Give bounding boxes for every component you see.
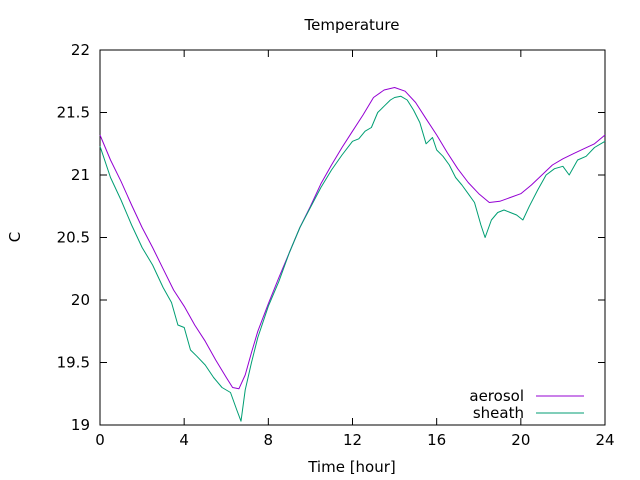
series-line-sheath [99, 95, 606, 422]
y-tick-label: 20.5 [57, 229, 90, 247]
y-tick-label: 19 [71, 416, 90, 434]
y-tick-label: 20 [71, 291, 90, 309]
series-lines [99, 87, 606, 422]
x-tick-label: 20 [511, 431, 530, 449]
y-tick-label: 21 [71, 166, 90, 184]
y-axis-label: C [6, 232, 24, 242]
y-tick-label: 21.5 [57, 104, 90, 122]
series-line-aerosol [99, 87, 606, 390]
x-axis-label: Time [hour] [307, 458, 396, 476]
x-tick-label: 16 [427, 431, 446, 449]
legend-label-sheath: sheath [473, 404, 524, 422]
chart-title: Temperature [303, 16, 399, 34]
plot-area-border [99, 49, 606, 426]
x-tick-label: 8 [264, 431, 274, 449]
x-tick-label: 12 [343, 431, 362, 449]
y-axis-ticks: 19 19.5 20 20.5 21 21.5 22 [57, 41, 605, 434]
y-tick-label: 22 [71, 41, 90, 59]
x-tick-label: 24 [595, 431, 614, 449]
x-tick-label: 0 [95, 431, 105, 449]
x-axis-ticks: 0 4 8 12 16 20 24 [95, 50, 615, 449]
legend-label-aerosol: aerosol [469, 387, 524, 405]
x-tick-label: 4 [179, 431, 189, 449]
y-tick-label: 19.5 [57, 354, 90, 372]
